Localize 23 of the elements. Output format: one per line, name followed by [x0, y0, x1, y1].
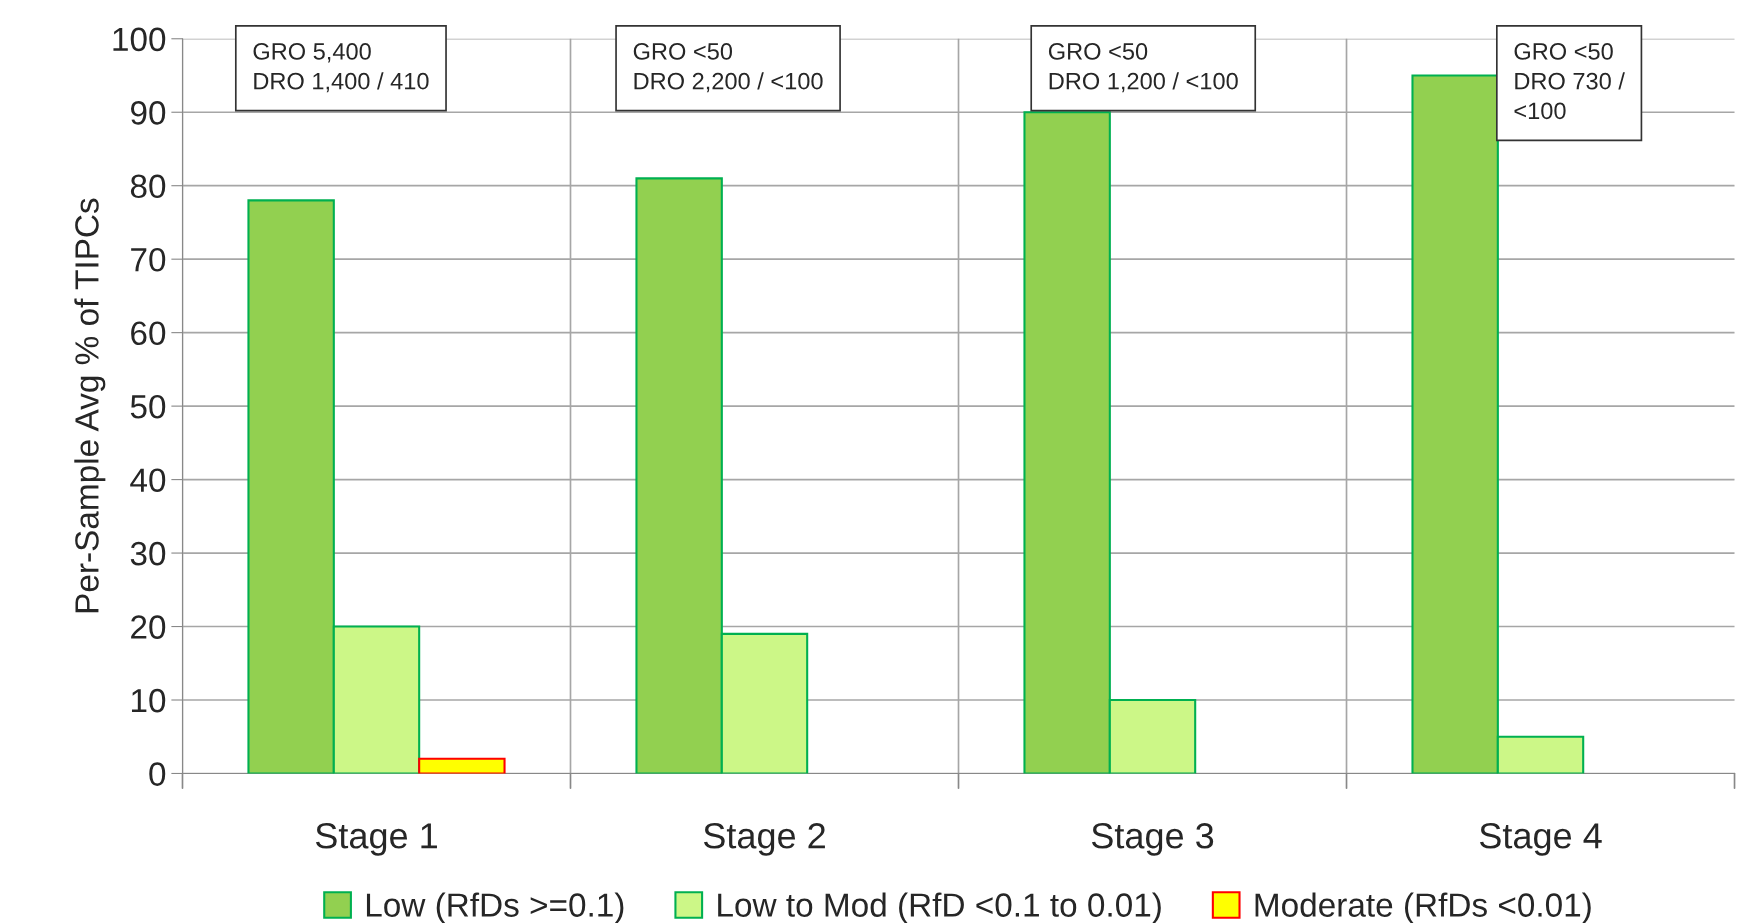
x-tick-label: Stage 4	[1479, 823, 1602, 856]
x-tick-label: Stage 3	[1091, 823, 1214, 856]
y-tick-label: 0	[149, 762, 166, 786]
x-tick-label: Stage 1	[315, 823, 437, 856]
y-tick-label: 80	[130, 174, 166, 199]
annotation: GRO 5,400 DRO 1,400 / 410	[253, 43, 429, 93]
y-tick-label: 10	[131, 688, 166, 713]
x-tick-label: Stage 2	[703, 823, 825, 856]
legend-label: Low to Mod (RfD <0.1 to 0.01)	[718, 892, 1161, 923]
legend-label: Low (RfDs >=0.1)	[366, 892, 624, 923]
y-tick-label: 40	[130, 468, 166, 492]
annotation: GRO <50 DRO 1,200 / <100	[1048, 43, 1238, 93]
y-tick-label: 60	[131, 321, 166, 346]
annotation: GRO <50 DRO 2,200 / <100	[633, 43, 823, 93]
y-tick-label: 100	[113, 27, 166, 52]
y-axis-title: Per-Sample Avg % of TIPCs	[74, 198, 106, 613]
legend-label: Moderate (RfDs <0.01)	[1255, 892, 1591, 923]
y-tick-label: 70	[131, 247, 166, 272]
y-tick-label: 20	[131, 615, 166, 639]
y-tick-label: 50	[130, 394, 166, 419]
y-tick-label: 90	[131, 101, 166, 125]
y-tick-label: 30	[130, 541, 166, 566]
annotation: GRO <50 DRO 730 / <100	[1514, 43, 1625, 120]
